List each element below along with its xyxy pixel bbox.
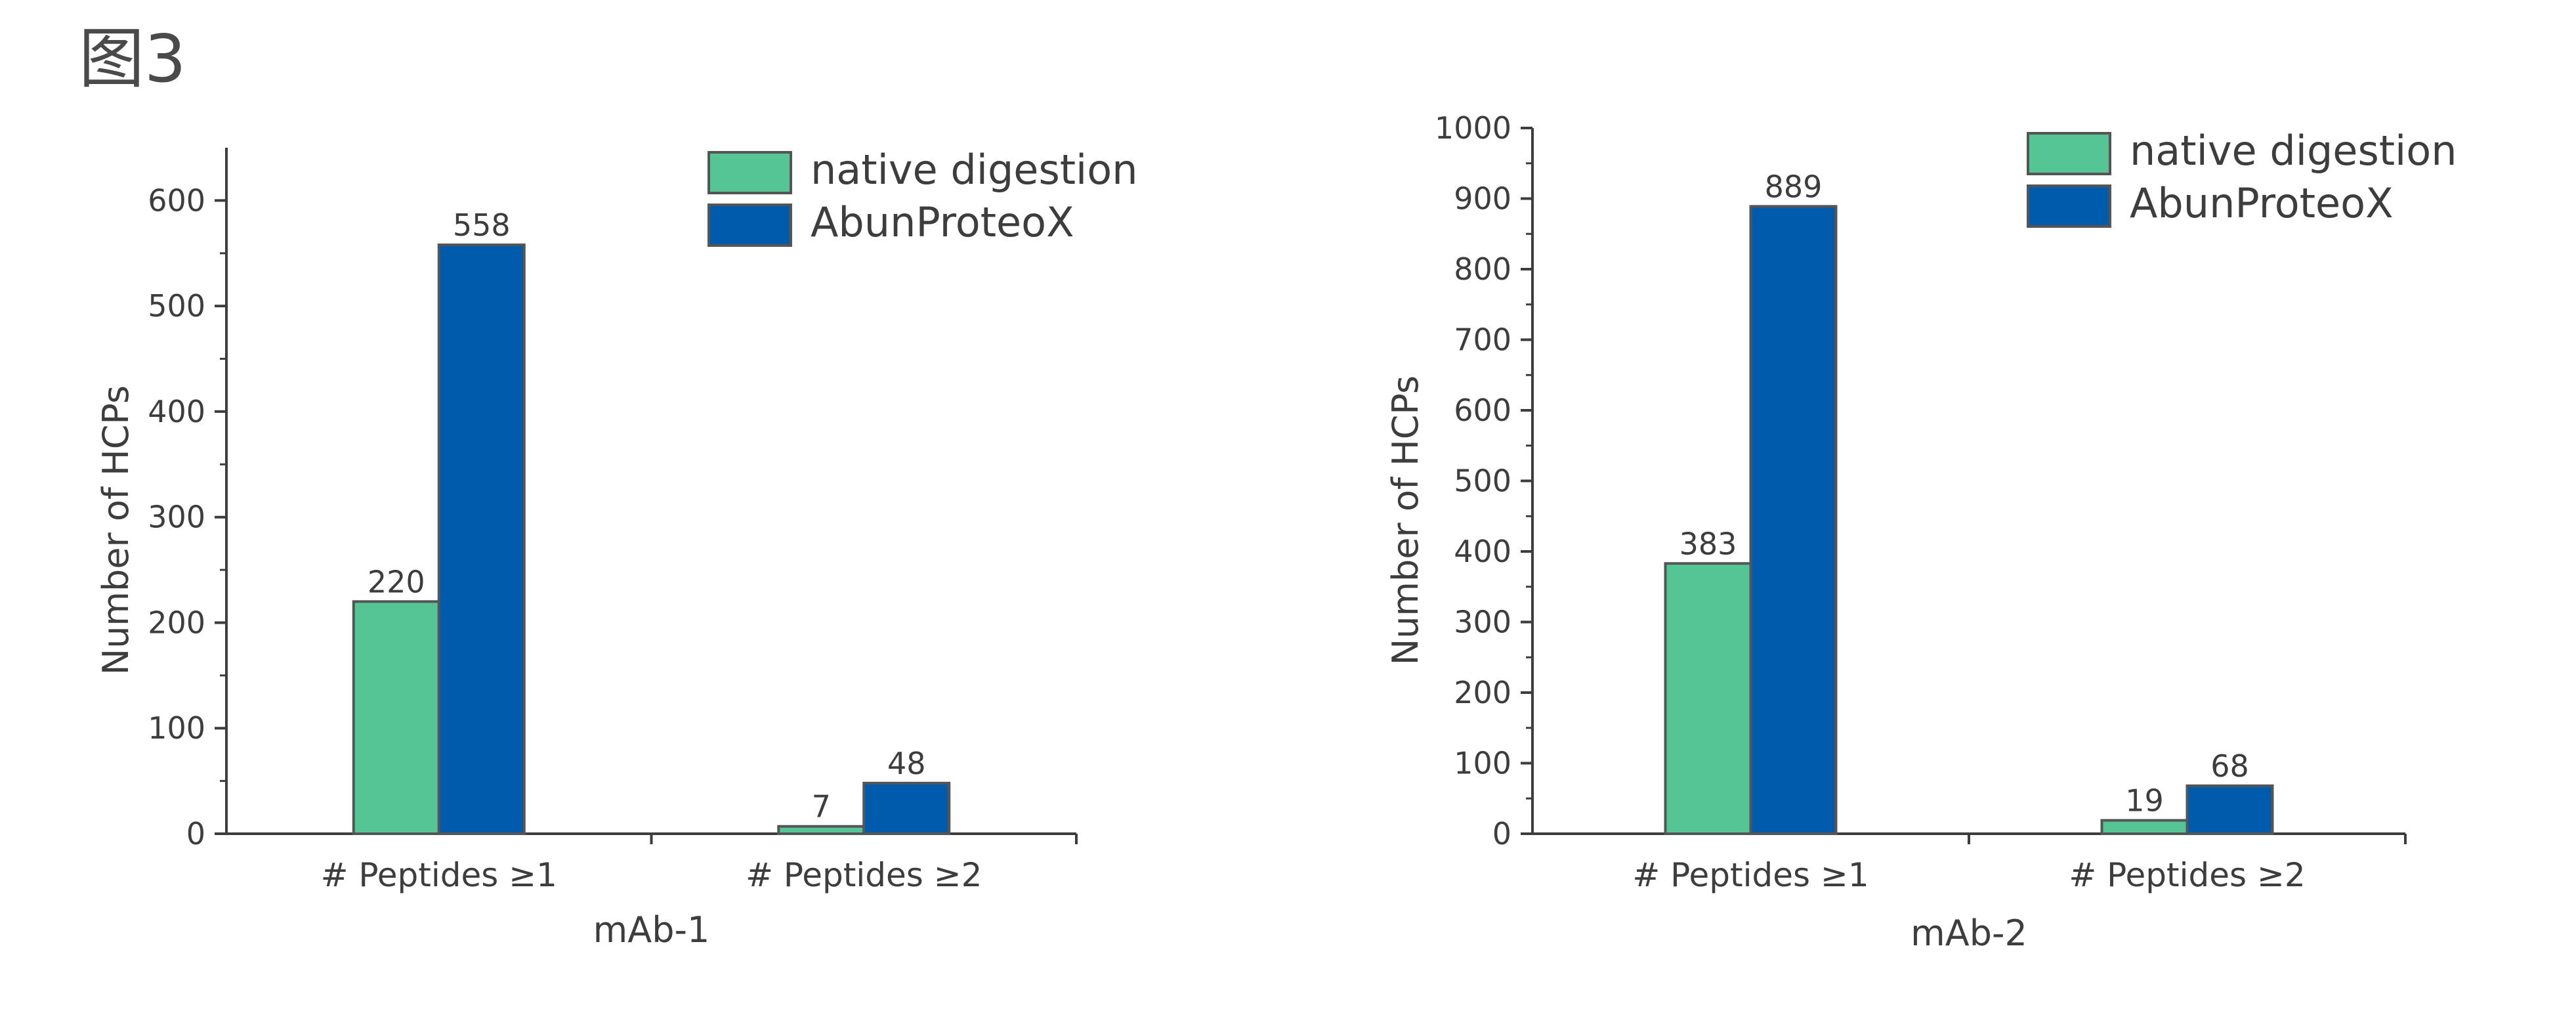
y-tick-label: 500 (1454, 463, 1511, 499)
y-tick-label: 1000 (1435, 110, 1511, 146)
y-tick-label: 0 (1492, 816, 1511, 851)
bar-abunproteox (1749, 205, 1838, 835)
data-label: 383 (1679, 526, 1737, 561)
y-axis-title: Number of HCPs (1385, 376, 1426, 665)
y-tick-label: 300 (1454, 605, 1511, 640)
data-label: 48 (887, 746, 926, 781)
bar-abunproteox (2185, 784, 2274, 836)
x-tick-label: # Peptides ≥1 (321, 856, 557, 894)
bar-abunproteox (437, 243, 526, 835)
legend-label: AbunProteoX (2130, 179, 2394, 227)
legend-swatch-abunproteox (2027, 184, 2111, 228)
legend-label: native digestion (811, 146, 1138, 194)
data-label: 7 (812, 789, 831, 825)
x-tick-label: # Peptides ≥2 (746, 856, 982, 894)
bar-native-digestion (777, 825, 866, 835)
y-tick-label: 800 (1454, 251, 1511, 287)
legend-swatch-native-digestion (707, 151, 792, 194)
bar-native-digestion (1664, 562, 1752, 836)
y-tick-label: 900 (1454, 181, 1511, 217)
figure-label: 图3 (79, 20, 186, 97)
bar-native-digestion (2100, 819, 2189, 835)
x-tick-label: # Peptides ≥1 (1632, 856, 1869, 894)
legend-swatch-native-digestion (2027, 132, 2111, 175)
chart-1: 0 100 200 300 400 500 600 # Peptides ≥1 220 558 # … (95, 146, 1138, 951)
bar-native-digestion (352, 600, 440, 835)
y-tick-label: 200 (1454, 675, 1511, 710)
y-tick-label: 500 (148, 288, 205, 324)
chart-2: 0 100 200 300 400 500 600 700 800 900 1000 # Peptid… (1385, 110, 2457, 954)
y-tick-label: 400 (148, 394, 205, 429)
y-tick-label: 200 (148, 605, 205, 640)
y-tick-label: 600 (1454, 393, 1511, 428)
data-label: 68 (2210, 748, 2249, 784)
y-tick-label: 100 (148, 710, 205, 746)
y-tick-label: 300 (148, 500, 205, 535)
y-axis-title: Number of HCPs (95, 385, 137, 675)
data-label: 889 (1765, 169, 1823, 204)
y-tick-label: 400 (1454, 534, 1511, 569)
y-tick-label: 700 (1454, 322, 1511, 358)
data-label: 558 (453, 207, 511, 243)
data-label: 19 (2125, 783, 2164, 819)
x-axis-title: mAb-2 (1911, 913, 2027, 954)
x-tick-label: # Peptides ≥2 (2069, 856, 2305, 894)
legend-swatch-abunproteox (707, 204, 792, 247)
y-tick-label: 100 (1454, 746, 1511, 781)
x-axis-title: mAb-1 (593, 909, 710, 951)
y-tick-label: 600 (148, 183, 205, 218)
y-tick-label: 0 (186, 816, 205, 851)
legend-label: AbunProteoX (811, 198, 1074, 246)
bar-abunproteox (862, 781, 951, 836)
legend-label: native digestion (2130, 127, 2457, 175)
data-label: 220 (368, 564, 425, 599)
